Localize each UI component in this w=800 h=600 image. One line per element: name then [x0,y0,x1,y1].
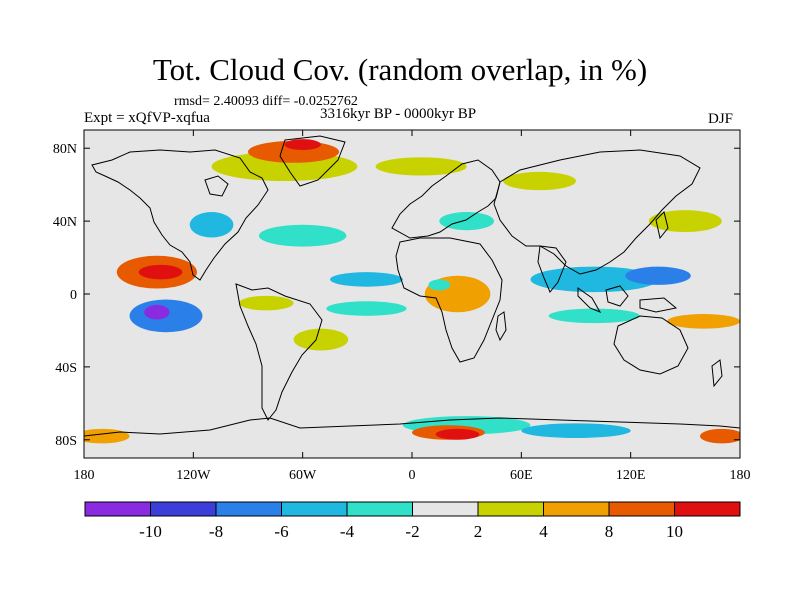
anomaly-region-10 [625,266,691,285]
x-tick-label: 180 [74,468,95,483]
colorbar-swatch-4 [346,501,413,517]
x-tick-label: 0 [409,468,416,483]
anomaly-region-4 [189,212,234,238]
colorbar-label: 8 [605,522,614,541]
anomaly-region-16 [284,139,321,151]
coastline-new-guinea [639,297,678,313]
anomaly-region-25 [375,157,467,176]
colorbar-label: 10 [666,522,683,541]
y-axis: 80N 40N 0 40S 80S [53,142,740,449]
colorbar-label: -8 [209,522,223,541]
experiment-label: Expt = xQfVP-xqfua [84,110,210,126]
coastline-north-america [91,149,269,281]
anomaly-region-11 [548,308,640,324]
anomaly-region-19 [435,428,480,440]
x-tick-label: 120E [616,468,646,483]
coastline-new-zealand [711,359,723,388]
coastline-japan [655,211,669,240]
colorbar: -10 -8 -6 -4 -2 2 4 8 10 [84,501,741,541]
colorbar-label: 4 [539,522,548,541]
y-tick-label: 0 [70,288,77,303]
x-tick-label: 120W [176,468,211,483]
colorbar-swatch-8 [608,501,675,517]
anomaly-region-3 [144,304,170,320]
coastline-india [537,245,567,293]
colorbar-swatch-5 [412,501,479,517]
anomaly-region-6 [330,272,403,287]
anomaly-region-20 [84,428,130,444]
anomaly-region-13 [428,279,451,291]
coastline-sumatra [577,287,602,313]
coastline-south-america [235,283,323,421]
season-label: DJF [708,111,734,127]
coastline-africa [395,237,503,363]
colorbar-label: -4 [340,522,355,541]
y-tick-label: 80S [55,434,77,449]
anomaly-region-9 [530,266,658,293]
colorbar-label: 2 [474,522,483,541]
y-tick-label: 40N [53,215,77,230]
coastline-australia [613,315,689,375]
rmsd-diff-text: rmsd= 2.40093 diff= -0.0252762 [174,94,358,109]
x-tick-label: 60E [510,468,533,483]
y-tick-label: 80N [53,142,77,157]
colorbar-label: -10 [139,522,162,541]
y-tick-label: 40S [55,361,77,376]
colorbar-swatch-9 [674,501,741,517]
map-background [84,130,740,458]
colorbar-label: -6 [274,522,288,541]
coastline-madagascar [495,311,507,342]
anomaly-region-26 [503,171,576,191]
anomaly-region-27 [293,328,349,351]
colorbar-swatch-2 [215,501,282,517]
anomaly-region-24 [667,314,740,329]
anomaly-region-28 [439,212,494,231]
anomaly-region-22 [521,423,631,438]
colorbar-swatch-1 [150,501,217,517]
coastline-asia [493,149,701,275]
anomaly-field [84,139,740,444]
x-tick-label: 180 [730,468,751,483]
anomaly-region-23 [648,210,722,233]
colorbar-swatch-3 [281,501,348,517]
colorbar-label: -2 [405,522,419,541]
x-axis: 180 120W 60W 0 60E 120E 180 [74,130,751,483]
plot-title: Tot. Cloud Cov. (random overlap, in %) [152,52,648,87]
coastline-hudson-bay [204,175,229,197]
coastline-borneo [605,285,629,307]
anomaly-region-8 [238,295,294,311]
anomaly-region-21 [699,428,740,444]
colorbar-swatch-0 [84,501,151,517]
x-tick-label: 60W [289,468,317,483]
colorbar-swatch-6 [477,501,544,517]
period-subtitle: 3316kyr BP - 0000kyr BP [320,106,477,122]
coastlines [84,135,740,437]
anomaly-region-1 [138,264,183,280]
coastline-antarctica [84,417,740,437]
coastline-greenland [279,135,346,187]
anomaly-region-5 [258,224,347,247]
colorbar-swatch-7 [543,501,610,517]
anomaly-region-7 [326,301,407,316]
